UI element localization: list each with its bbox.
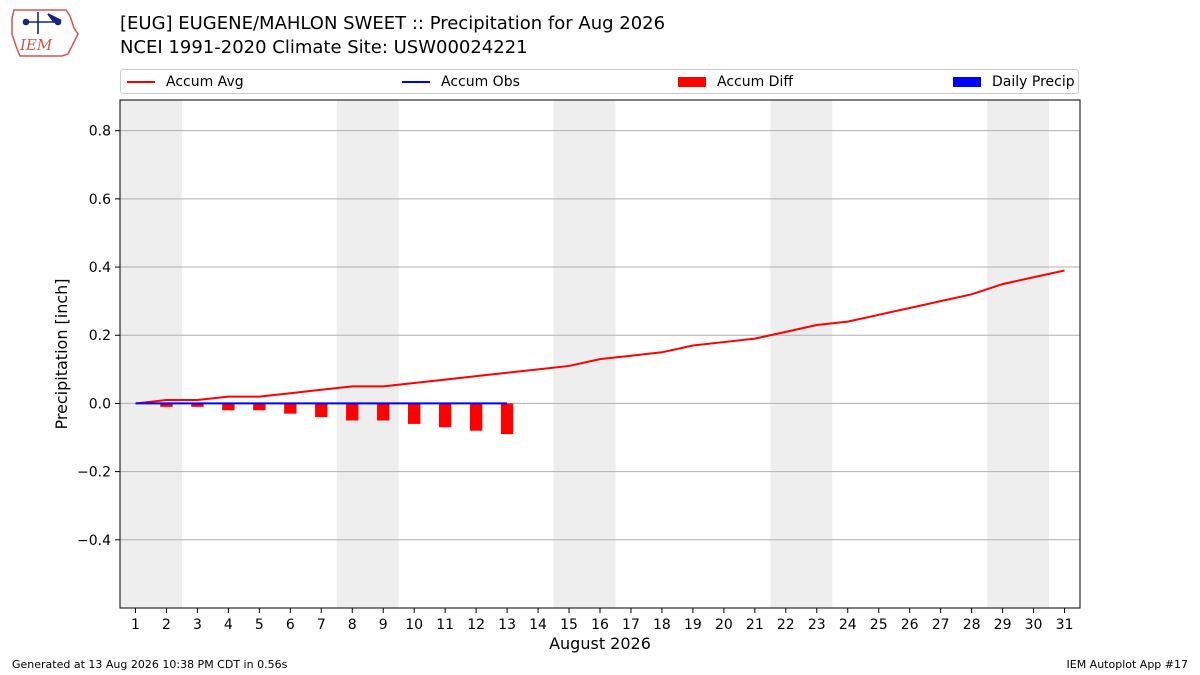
x-tick-label: 24 (839, 617, 857, 633)
y-axis: −0.4 −0.2 0.0 0.2 0.4 0.6 0.8 (77, 124, 120, 549)
legend-label-daily-precip: Daily Precip (992, 74, 1075, 90)
x-tick-label: 31 (1056, 617, 1074, 633)
x-tick-label: 6 (286, 617, 295, 633)
x-tick-label: 10 (405, 617, 423, 633)
accum-avg-line (135, 269, 1065, 405)
x-tick-label: 30 (1025, 617, 1043, 633)
y-tick-label: 0.0 (89, 396, 111, 412)
y-tick-label: −0.2 (77, 465, 111, 481)
chart-legend: Accum Avg Accum Obs Accum Diff Daily Pre… (120, 69, 1079, 94)
x-tick-label: 26 (901, 617, 919, 633)
x-axis: 1 2 3 4 5 6 7 8 9 10 11 12 13 14 15 16 17 18 19 20 21 22 23 24 2… (131, 608, 1073, 633)
app-credit: IEM Autoplot App #17 (1066, 658, 1189, 671)
x-tick-label: 25 (870, 617, 888, 633)
weekend-band (336, 100, 399, 608)
x-tick-label: 22 (777, 617, 795, 633)
y-tick-label: −0.4 (77, 533, 111, 549)
legend-swatch-accum-diff (678, 77, 706, 87)
weekend-band (987, 100, 1050, 608)
weekend-band (553, 100, 616, 608)
x-tick-label: 9 (379, 617, 388, 633)
x-tick-label: 12 (467, 617, 485, 633)
x-tick-label: 16 (591, 617, 609, 633)
legend-item-accum-avg: Accum Avg (127, 73, 244, 91)
accum-diff-bar (315, 403, 328, 418)
x-axis-label: August 2026 (549, 634, 651, 653)
accum-diff-bar (469, 403, 483, 431)
x-tick-label: 7 (317, 617, 326, 633)
legend-item-daily-precip: Daily Precip (953, 73, 1075, 91)
legend-swatch-daily-precip (953, 77, 981, 87)
weather-station-icon (22, 12, 63, 34)
legend-swatch-accum-avg (127, 81, 155, 83)
y-tick-label: 0.8 (89, 124, 111, 140)
accum-diff-bar (222, 403, 235, 411)
accum-diff-bar (500, 403, 514, 435)
x-tick-label: 29 (994, 617, 1012, 633)
chart-title: [EUG] EUGENE/MAHLON SWEET :: Precipitati… (120, 13, 666, 34)
iem-logo: IEM (11, 9, 79, 57)
x-tick-label: 8 (348, 617, 357, 633)
x-tick-label: 28 (963, 617, 981, 633)
x-tick-label: 14 (529, 617, 547, 633)
x-tick-label: 15 (560, 617, 578, 633)
accum-diff-bar (438, 403, 452, 428)
x-tick-label: 1 (131, 617, 140, 633)
generated-timestamp: Generated at 13 Aug 2026 10:38 PM CDT in… (12, 658, 288, 671)
x-tick-label: 2 (162, 617, 171, 633)
logo-text: IEM (19, 36, 53, 54)
x-tick-label: 5 (255, 617, 264, 633)
x-tick-label: 20 (715, 617, 733, 633)
iowa-outline-icon (11, 9, 79, 57)
y-axis-label: Precipitation [inch] (52, 278, 71, 429)
chart-subtitle: NCEI 1991-2020 Climate Site: USW00024221 (120, 37, 528, 58)
legend-label-accum-diff: Accum Diff (717, 74, 794, 90)
x-tick-label: 13 (498, 617, 516, 633)
weekend-shading (120, 100, 1050, 608)
accum-diff-bar (253, 403, 266, 411)
series-lines (135, 269, 1065, 405)
legend-label-accum-avg: Accum Avg (166, 74, 244, 90)
accum-diff-bar (408, 403, 421, 424)
y-tick-label: 0.4 (89, 260, 111, 276)
accum-diff-bars (160, 403, 514, 435)
x-tick-label: 27 (932, 617, 950, 633)
legend-label-accum-obs: Accum Obs (441, 74, 520, 90)
accum-diff-bar (284, 403, 297, 414)
x-tick-label: 21 (746, 617, 764, 633)
x-tick-label: 18 (653, 617, 671, 633)
accum-diff-bar (160, 403, 173, 407)
y-tick-label: 0.2 (89, 328, 111, 344)
x-tick-label: 3 (193, 617, 202, 633)
accum-diff-bar (377, 403, 390, 421)
x-tick-label: 11 (436, 617, 454, 633)
accum-diff-bar (191, 403, 204, 407)
accum-diff-bar (346, 403, 359, 421)
legend-swatch-accum-obs (402, 81, 430, 83)
weekend-band (770, 100, 833, 608)
legend-item-accum-diff: Accum Diff (678, 73, 793, 91)
x-tick-label: 23 (808, 617, 826, 633)
x-tick-label: 4 (224, 617, 233, 633)
weekend-band (120, 100, 182, 608)
x-tick-label: 19 (684, 617, 702, 633)
y-tick-label: 0.6 (89, 192, 111, 208)
x-tick-label: 17 (622, 617, 640, 633)
legend-item-accum-obs: Accum Obs (402, 73, 520, 91)
